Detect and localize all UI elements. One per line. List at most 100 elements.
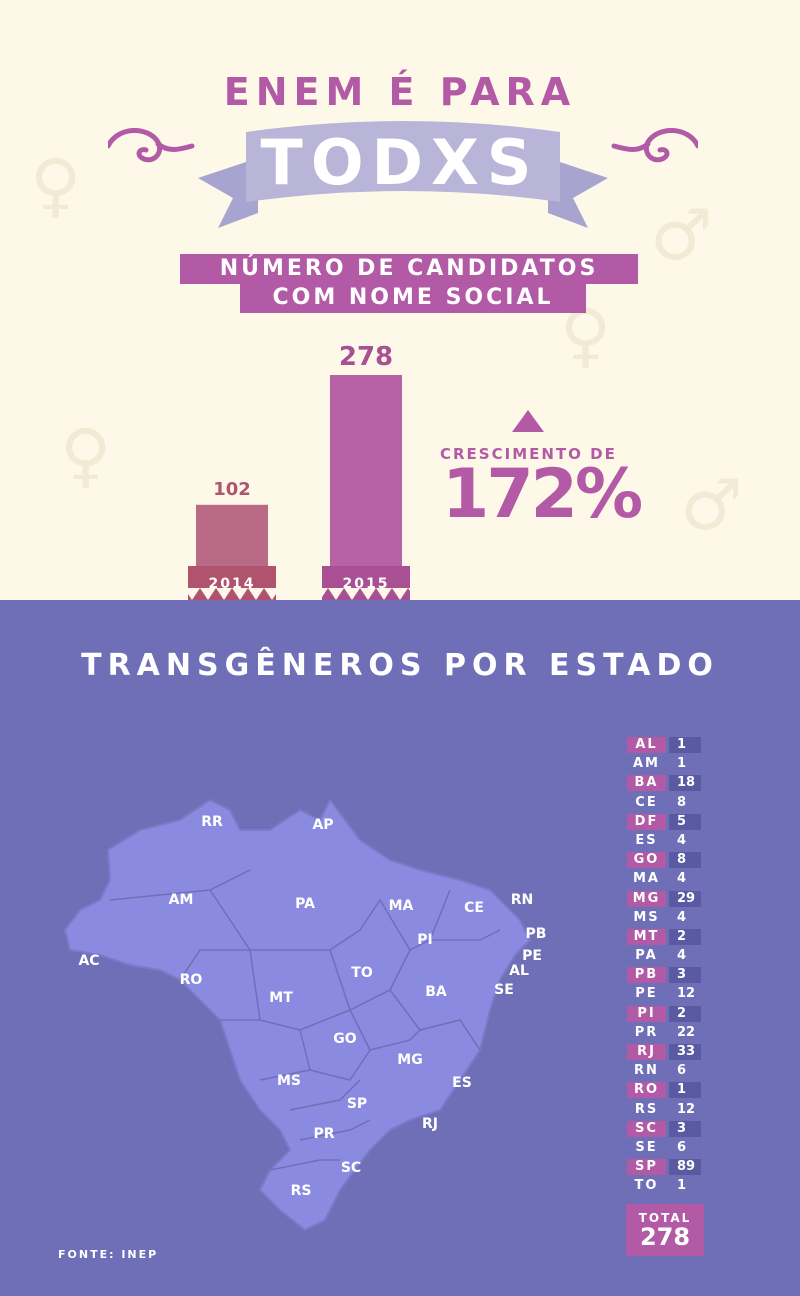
ribbon-banner [108,121,698,228]
state-count: 4 [677,832,687,848]
state-count: 22 [677,1024,696,1040]
state-code: BA [627,775,666,792]
map-label-es: ES [452,1075,472,1091]
table-row: GO 8 [627,852,701,871]
bar-2015 [330,375,402,580]
state-code: MG [627,890,666,907]
state-count: 89 [669,1159,701,1176]
map-label-rs: RS [290,1183,312,1199]
table-row: MA 4 [627,871,701,890]
state-count: 1 [677,1178,687,1194]
map-label-ma: MA [388,898,414,914]
state-count: 12 [677,1101,696,1117]
data-label-2015: 278 [339,342,393,372]
category-tab-2014 [188,566,276,600]
map-label-mt: MT [269,990,293,1006]
state-count: 6 [677,1139,687,1155]
table-row: RS 12 [627,1102,701,1121]
mars-symbol-decoration: ♂ [650,194,713,276]
table-row: CE 8 [627,795,701,814]
table-row: SP 89 [627,1159,701,1178]
state-count: 12 [677,986,696,1002]
map-label-ap: AP [312,817,334,833]
state-code: CE [635,794,658,810]
state-code: GO [627,852,666,869]
subtitle-line2: COM NOME SOCIAL [240,283,586,313]
state-count: 2 [669,928,701,945]
top-section: ♀ ♂ ♀ ♂ ♀ ENEM É PARA TODXS NÚMERO DE CA… [0,0,800,600]
table-row: MT 2 [627,928,701,948]
table-row: PR 22 [627,1025,701,1044]
map-label-rr: RR [201,814,223,830]
map-label-rj: RJ [422,1116,438,1132]
table-row: RN 6 [627,1063,701,1082]
state-code: TO [634,1178,659,1194]
state-count: 4 [677,871,687,887]
venus-symbol-decoration: ♀ [30,144,82,226]
map-label-rn: RN [510,892,534,908]
map-label-to: TO [351,965,373,981]
table-row: MS 4 [627,910,701,929]
table-row: RJ 33 [627,1044,701,1063]
map-label-pa: PA [295,896,315,912]
state-count: 6 [677,1063,687,1079]
map-label-sc: SC [340,1160,362,1176]
total-label: TOTAL [638,1211,692,1225]
table-row: TO 1 [627,1178,701,1197]
total-value: 278 [639,1223,691,1251]
state-count: 2 [669,1005,701,1022]
table-row: PB 3 [627,967,701,986]
state-code: MA [633,871,660,887]
map-label-ms: MS [276,1073,302,1089]
table-row: RO 1 [627,1082,701,1101]
state-code: SP [627,1159,666,1176]
state-code: PA [635,948,658,964]
up-arrow-icon [512,410,544,432]
total-box: TOTAL 278 [626,1204,704,1256]
subtitle-line1: NÚMERO DE CANDIDATOS [180,254,638,284]
table-row: MG 29 [627,890,701,910]
state-code: MS [633,909,660,925]
state-code: DF [627,813,666,830]
growth-label: CRESCIMENTO DE [440,445,617,463]
table-row: AM 1 [627,756,701,775]
state-table: AL 1 AM 1 BA 18 CE 8 DF 5 ES 4 GO 8 MA 4 MG 29 MS 4 MT 2 PA 4 PB… [627,737,701,1198]
map-label-se: SE [494,982,514,998]
state-count: 4 [677,948,687,964]
map-label-ba: BA [425,984,447,1000]
state-code: SE [635,1139,658,1155]
state-count: 3 [669,967,701,984]
section-title: TRANSGÊNEROS POR ESTADO [81,648,719,683]
state-count: 1 [677,756,687,772]
map-label-am: AM [168,892,194,908]
map-label-ro: RO [179,972,203,988]
state-count: 8 [669,852,701,869]
table-row: ES 4 [627,833,701,852]
table-row: PI 2 [627,1005,701,1025]
state-code: PE [635,986,658,1002]
table-row: SC 3 [627,1120,701,1140]
state-count: 5 [669,813,701,830]
state-code: PB [627,967,666,984]
map-label-al: AL [509,963,529,979]
map-label-pb: PB [525,926,547,942]
map-label-pi: PI [417,932,433,948]
venus-symbol-decoration: ♀ [60,414,112,496]
state-code: RN [634,1063,659,1079]
state-count: 4 [677,909,687,925]
ribbon-text: TODXS [260,126,540,199]
state-count: 29 [669,890,701,907]
map-label-ce: CE [464,900,484,916]
state-code: RJ [627,1044,666,1060]
main-title: ENEM É PARA [223,70,577,114]
state-count: 1 [669,1082,701,1099]
map-label-ac: AC [78,953,100,969]
state-count: 1 [669,737,701,753]
state-code: RO [627,1082,666,1099]
state-code: RS [634,1101,659,1117]
table-row: PE 12 [627,986,701,1005]
map-label-go: GO [333,1031,357,1047]
state-code: AM [633,756,660,772]
map-label-pe: PE [522,948,542,964]
